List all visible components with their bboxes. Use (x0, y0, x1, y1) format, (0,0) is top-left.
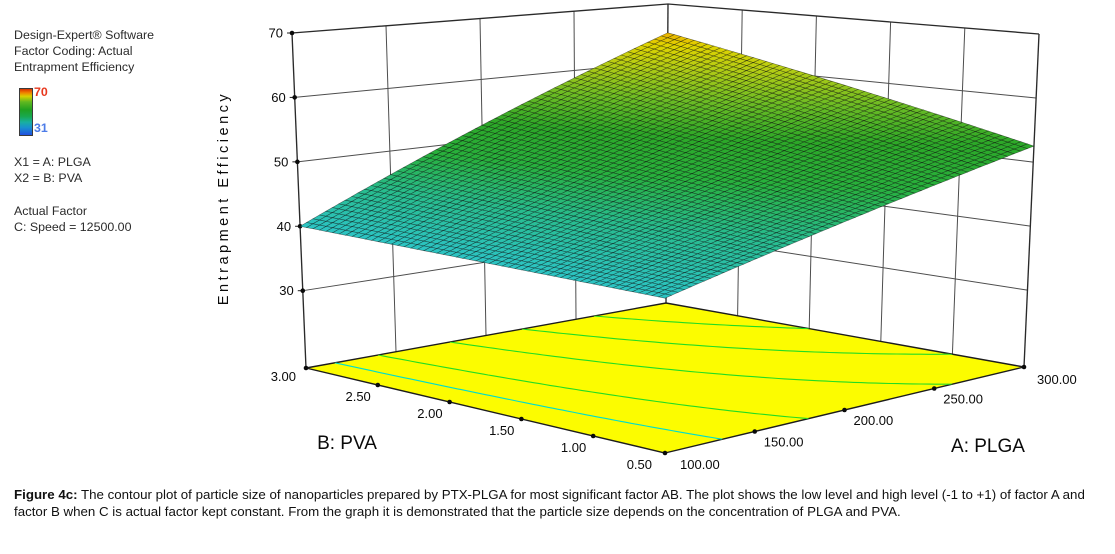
floor-contour-lines (334, 315, 953, 440)
floor-plane (305, 302, 1025, 454)
factor-mapping-block: X1 = A: PLGA X2 = B: PVA (14, 155, 91, 187)
z-tick-label: 70 (269, 26, 283, 41)
x-tick-label: 200.00 (854, 413, 894, 428)
box-edges (291, 3, 1040, 369)
actual-factor-block: Actual Factor C: Speed = 12500.00 (14, 204, 131, 236)
response-name-line: Entrapment Efficiency (14, 59, 135, 74)
z-tick-label: 40 (277, 219, 291, 234)
z-tick-label: 30 (279, 283, 293, 298)
x-tick-label: 300.00 (1037, 372, 1077, 387)
floor-projection (305, 302, 1025, 454)
y-tick-label: 1.50 (489, 423, 514, 438)
x-tick-label: 100.00 (680, 457, 720, 472)
3d-surface-plot: 30 40 50 60 70 Entrapment Efficiency 0.50 1.00 1… (216, 3, 1077, 472)
y-tick-label: 2.00 (417, 406, 442, 421)
x1-factor-line: X1 = A: PLGA (14, 155, 91, 169)
z-axis: 30 40 50 60 70 Entrapment Efficiency (216, 26, 306, 305)
x-tick-label: 150.00 (764, 435, 804, 450)
figure-caption-text: The contour plot of particle size of nan… (14, 487, 1085, 519)
x2-factor-line: X2 = B: PVA (14, 170, 83, 185)
floor-axes: 0.50 1.00 1.50 2.00 2.50 3.00 100.00 150.00 200.… (271, 364, 1077, 472)
z-tick-label: 50 (274, 154, 288, 169)
surface-mesh (299, 32, 1035, 299)
z-tick-label: 60 (271, 90, 285, 105)
factor-coding-line: Factor Coding: Actual (14, 43, 133, 58)
y-tick-label: 0.50 (627, 457, 652, 472)
figure-caption-label: Figure 4c: (14, 487, 78, 502)
y-tick-label: 1.00 (561, 440, 586, 455)
color-scale-min-label: 31 (34, 121, 48, 135)
color-scale-max-label: 70 (34, 85, 48, 99)
y-tick-label: 3.00 (271, 369, 296, 384)
figure-caption: Figure 4c: The contour plot of particle … (14, 486, 1102, 520)
x-axis-title: A: PLGA (951, 436, 1025, 457)
actual-factor-title: Actual Factor (14, 204, 87, 218)
z-axis-title: Entrapment Efficiency (216, 91, 232, 305)
x-tick-label: 250.00 (943, 392, 983, 407)
software-title: Design-Expert® Software (14, 28, 154, 42)
y-axis-title: B: PVA (317, 433, 377, 454)
color-scale-gradient-bar (19, 88, 33, 136)
actual-factor-value: C: Speed = 12500.00 (14, 219, 132, 234)
legend-panel-header: Design-Expert® Software Factor Coding: A… (14, 28, 154, 75)
y-tick-label: 2.50 (345, 389, 370, 404)
